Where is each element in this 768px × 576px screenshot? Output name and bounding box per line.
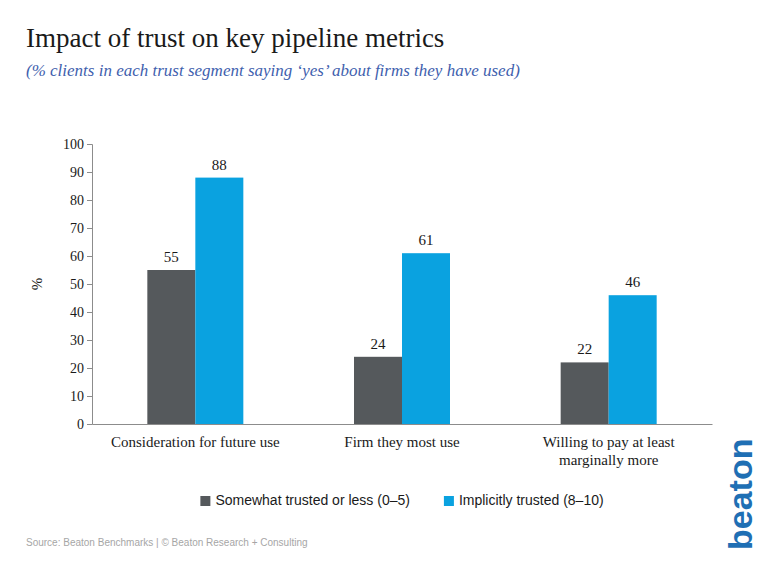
x-axis: Consideration for future use Firm they mo… <box>93 424 713 468</box>
y-tick-mark <box>87 228 92 229</box>
y-tick-label: 70 <box>70 221 84 236</box>
y-tick-mark <box>87 424 92 425</box>
y-tick-mark <box>87 284 92 285</box>
y-tick-mark <box>87 200 92 201</box>
y-tick-mark <box>87 312 92 313</box>
y-tick: 50 <box>70 277 92 292</box>
data-label: 55 <box>164 249 179 265</box>
bar <box>147 270 195 424</box>
bar <box>402 253 450 424</box>
bar <box>561 362 609 424</box>
legend-swatch <box>444 496 454 506</box>
y-tick: 40 <box>70 305 92 320</box>
x-tick: Firm they most use <box>344 424 460 450</box>
y-tick-mark <box>87 368 92 369</box>
chart-container: Impact of trust on key pipeline metrics (… <box>0 0 768 576</box>
legend-swatch <box>200 496 210 506</box>
y-tick: 30 <box>70 333 92 348</box>
legend: Somewhat trusted or less (0–5) Implicitly… <box>200 492 603 508</box>
data-labels: 55 24 22 88 61 46 <box>164 157 641 358</box>
x-tick: Willing to pay at least marginally more <box>543 424 676 468</box>
y-tick: 10 <box>70 389 92 404</box>
bars <box>147 178 656 424</box>
y-tick-label: 20 <box>70 361 84 376</box>
y-tick-label: 80 <box>70 193 84 208</box>
bar <box>195 178 243 424</box>
legend-label: Implicitly trusted (8–10) <box>459 492 604 508</box>
y-tick-mark <box>87 340 92 341</box>
y-axis: 0 10 20 30 40 50 60 70 80 90 100 <box>63 137 93 432</box>
y-tick-mark <box>87 396 92 397</box>
logo: beaton <box>721 439 759 550</box>
data-label: 24 <box>371 336 387 352</box>
y-tick-label: 40 <box>70 305 84 320</box>
y-tick-label: 10 <box>70 389 84 404</box>
x-tick-label: Firm they most use <box>344 434 460 450</box>
y-tick-label: 30 <box>70 333 84 348</box>
bar <box>609 295 657 424</box>
y-tick-mark <box>87 256 92 257</box>
x-tick-label-line: Consideration for future use <box>111 434 280 450</box>
y-tick-label: 90 <box>70 165 84 180</box>
y-tick: 100 <box>63 137 92 152</box>
y-tick: 60 <box>70 249 92 264</box>
title: Impact of trust on key pipeline metrics <box>26 23 444 53</box>
y-tick-mark <box>87 172 92 173</box>
data-label: 88 <box>212 157 227 173</box>
bar <box>354 357 402 424</box>
y-tick: 80 <box>70 193 92 208</box>
y-tick: 70 <box>70 221 92 236</box>
data-label: 46 <box>625 274 641 290</box>
x-tick-label: Willing to pay at least marginally more <box>543 434 676 468</box>
x-tick-label: Consideration for future use <box>111 434 280 450</box>
y-tick-mark <box>87 144 92 145</box>
x-axis-line <box>93 424 713 425</box>
legend-item: Somewhat trusted or less (0–5) <box>200 492 410 508</box>
chart-svg: Impact of trust on key pipeline metrics (… <box>0 0 768 576</box>
legend-label: Somewhat trusted or less (0–5) <box>215 492 410 508</box>
source-note: Source: Beaton Benchmarks | © Beaton Res… <box>26 537 308 548</box>
legend-item: Implicitly trusted (8–10) <box>444 492 604 508</box>
y-tick-label: 0 <box>77 417 84 432</box>
y-tick-label: 100 <box>63 137 84 152</box>
x-tick: Consideration for future use <box>111 424 280 450</box>
y-tick: 90 <box>70 165 92 180</box>
y-axis-line <box>87 145 93 425</box>
y-tick-label: 50 <box>70 277 84 292</box>
y-tick: 20 <box>70 361 92 376</box>
y-tick: 0 <box>77 417 92 432</box>
y-tick-label: 60 <box>70 249 84 264</box>
data-label: 22 <box>577 341 592 357</box>
x-tick-label-line: Firm they most use <box>344 434 460 450</box>
data-label: 61 <box>419 232 434 248</box>
x-tick-label-line: Willing to pay at least <box>543 434 676 450</box>
x-tick-label-line: marginally more <box>559 452 659 468</box>
subtitle: (% clients in each trust segment saying … <box>26 61 520 80</box>
y-axis-title: % <box>29 278 45 291</box>
